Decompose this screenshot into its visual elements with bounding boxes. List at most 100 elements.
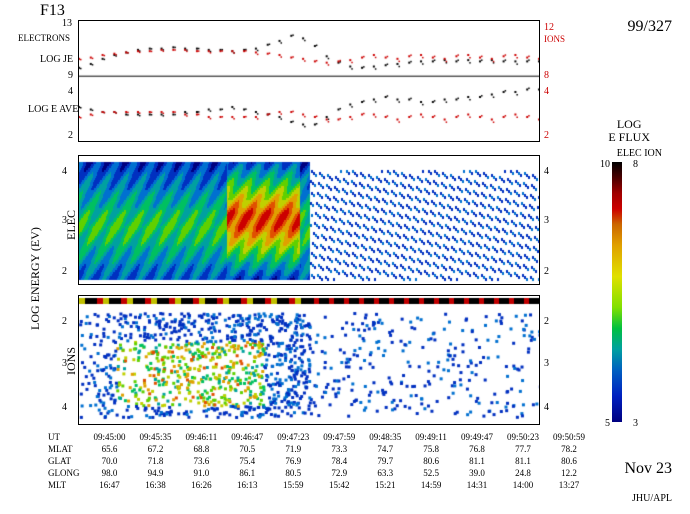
colorbar-title-line1: LOG — [617, 117, 642, 131]
xtick-cell: 52.5 — [409, 468, 453, 478]
xtick-cell: 71.8 — [134, 456, 178, 466]
panel2-canvas — [79, 156, 539, 284]
xtick-cell: 09:50:23 — [501, 432, 545, 442]
p2-ytick-r-2: 2 — [544, 266, 549, 277]
p1-ytick-r-1: 8 — [544, 70, 549, 81]
p3-ytick-0: 2 — [62, 316, 67, 327]
panel1-electrons-label: ELECTRONS — [18, 33, 70, 43]
xtick-cell: 14:59 — [409, 480, 453, 490]
xtick-cell: 09:47:23 — [271, 432, 315, 442]
p1-ytick-l-2: 4 — [68, 86, 73, 97]
colorbar-gradient — [612, 162, 622, 422]
xtick-cell: 73.6 — [180, 456, 224, 466]
xaxis-tick-table: UT09:45:0009:45:3509:46:1109:46:4709:47:… — [40, 430, 593, 492]
date-text: Nov 23 — [624, 460, 672, 478]
colorbar-ion-min: 3 — [633, 418, 638, 429]
colorbar-elec-max: 10 — [600, 159, 610, 170]
xtick-cell: 76.9 — [271, 456, 315, 466]
xrow-label: MLAT — [42, 444, 86, 454]
xtick-cell: 15:21 — [363, 480, 407, 490]
xtick-cell: 09:46:11 — [180, 432, 224, 442]
xtick-cell: 68.8 — [180, 444, 224, 454]
xtick-cell: 94.9 — [134, 468, 178, 478]
xtick-cell: 16:47 — [88, 480, 132, 490]
p2-ytick-0: 4 — [62, 166, 67, 177]
xtick-cell: 67.2 — [134, 444, 178, 454]
panel1-logje-label: LOG JE — [40, 54, 73, 65]
xrow-label: GLAT — [42, 456, 86, 466]
p3-ytick-r-1: 3 — [544, 358, 549, 369]
xtick-cell: 76.8 — [455, 444, 499, 454]
colorbar-title-line2: E FLUX — [608, 130, 650, 144]
panel-ion-spectrogram — [78, 295, 540, 425]
xtick-cell: 81.1 — [455, 456, 499, 466]
xtick-cell: 39.0 — [455, 468, 499, 478]
xtick-cell: 09:47:59 — [317, 432, 361, 442]
xtick-cell: 80.5 — [271, 468, 315, 478]
p1-ytick-l-1: 9 — [68, 70, 73, 81]
xtick-cell: 78.2 — [547, 444, 591, 454]
xtick-cell: 24.8 — [501, 468, 545, 478]
xtick-cell: 71.9 — [271, 444, 315, 454]
xtick-cell: 09:49:11 — [409, 432, 453, 442]
yaxis-energy-label: LOG ENERGY (EV) — [28, 227, 43, 330]
xtick-cell: 75.8 — [409, 444, 453, 454]
p1-ytick-l-3: 2 — [68, 130, 73, 141]
xtick-cell: 09:49:47 — [455, 432, 499, 442]
xtick-cell: 09:48:35 — [363, 432, 407, 442]
p1-ytick-r-3: 2 — [544, 130, 549, 141]
xtick-cell: 77.7 — [501, 444, 545, 454]
xrow-label: GLONG — [42, 468, 86, 478]
xtick-cell: 72.9 — [317, 468, 361, 478]
panel3-canvas — [79, 296, 539, 424]
panel-elec-spectrogram — [78, 155, 540, 285]
date-code: 99/327 — [628, 18, 672, 36]
p3-ytick-r-0: 2 — [544, 316, 549, 327]
xtick-cell: 14:00 — [501, 480, 545, 490]
xtick-cell: 65.6 — [88, 444, 132, 454]
xtick-cell: 09:46:47 — [225, 432, 269, 442]
p2-ytick-1: 3 — [62, 215, 67, 226]
xtick-cell: 70.0 — [88, 456, 132, 466]
p2-ytick-r-1: 3 — [544, 215, 549, 226]
colorbar-column-labels: ELEC ION — [617, 148, 662, 159]
xtick-cell: 09:50:59 — [547, 432, 591, 442]
xtick-cell: 09:45:35 — [134, 432, 178, 442]
xtick-cell: 80.6 — [547, 456, 591, 466]
xtick-cell: 81.1 — [501, 456, 545, 466]
xtick-cell: 98.0 — [88, 468, 132, 478]
xtick-cell: 75.4 — [225, 456, 269, 466]
xtick-cell: 15:42 — [317, 480, 361, 490]
xtick-cell: 14:31 — [455, 480, 499, 490]
xtick-cell: 70.5 — [225, 444, 269, 454]
p1-ytick-r-2: 4 — [544, 86, 549, 97]
xtick-cell: 79.7 — [363, 456, 407, 466]
panel1-ions-label: IONS — [544, 34, 565, 44]
p3-ytick-r-2: 4 — [544, 402, 549, 413]
panel1-logeave-label: LOG E AVE — [28, 104, 78, 115]
xtick-cell: 63.3 — [363, 468, 407, 478]
xtick-cell: 86.1 — [225, 468, 269, 478]
panel1-canvas — [79, 21, 539, 141]
p3-ytick-1: 3 — [62, 358, 67, 369]
xtick-cell: 15:59 — [271, 480, 315, 490]
xtick-cell: 16:38 — [134, 480, 178, 490]
credit-label: JHU/APL — [632, 493, 672, 504]
xtick-cell: 74.7 — [363, 444, 407, 454]
colorbar-ion-max: 8 — [633, 159, 638, 170]
xtick-cell: 12.2 — [547, 468, 591, 478]
xtick-cell: 73.3 — [317, 444, 361, 454]
p1-ytick-l-0: 13 — [62, 18, 72, 29]
xtick-cell: 91.0 — [180, 468, 224, 478]
xtick-cell: 16:26 — [180, 480, 224, 490]
colorbar-elec-min: 5 — [605, 418, 610, 429]
xtick-cell: 80.6 — [409, 456, 453, 466]
p2-ytick-r-0: 4 — [544, 166, 549, 177]
xrow-label: MLT — [42, 480, 86, 490]
p1-ytick-r-0: 12 — [544, 22, 554, 33]
p3-ytick-2: 4 — [62, 402, 67, 413]
xtick-cell: 13:27 — [547, 480, 591, 490]
xtick-cell: 78.4 — [317, 456, 361, 466]
panel-lineplot — [78, 20, 540, 142]
xtick-cell: 16:13 — [225, 480, 269, 490]
